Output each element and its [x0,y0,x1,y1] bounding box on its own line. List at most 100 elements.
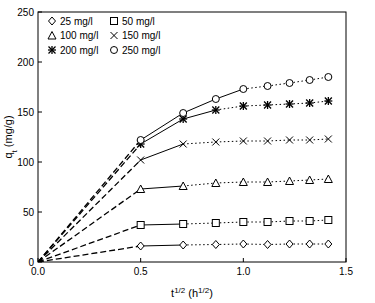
marker-part [137,242,144,250]
marker-part [325,98,332,105]
marker-part [239,105,247,106]
marker-part [212,107,219,114]
marker-part [325,136,332,143]
line-segment [243,182,267,183]
point [212,96,219,103]
marker-part [180,110,187,117]
point [137,222,144,229]
marker-part [240,138,247,145]
point [306,137,313,144]
marker-part [325,98,332,105]
y-tick-label: 200 [17,57,34,68]
label-part: (h [185,287,198,299]
marker-part [325,240,332,248]
marker-part [111,32,118,39]
marker-part [137,157,144,164]
origin-point [38,262,39,263]
point [286,240,293,248]
line-segment [216,106,244,110]
y-tick-label: 100 [17,157,34,168]
marker-part [286,137,293,144]
marker-part [212,220,219,227]
point [325,74,332,81]
marker-part [286,177,294,185]
point [137,137,144,144]
y-tick-label: 50 [23,207,35,218]
y-tick [38,62,42,63]
marker-part [212,139,219,146]
legend-label: 250 mg/l [122,45,160,56]
legend-marker [111,47,118,54]
marker-part [240,240,247,248]
marker-part [48,49,56,50]
label-sup: 1/2 [174,286,186,295]
chart: 0501001502002500.00.51.01.5t1/2 (h1/2)qt… [0,0,375,303]
marker-part [306,176,314,184]
marker-part [286,240,293,248]
line-segment [38,246,141,262]
marker-part [325,74,332,81]
marker-part [240,86,247,93]
line-segment [216,222,244,223]
point [180,241,187,249]
marker-part [239,178,247,186]
x-tick [346,258,347,262]
y-tick-label: 150 [17,107,34,118]
point [324,175,332,183]
x-tick-label: 0.0 [31,266,45,277]
line-segment [38,160,141,262]
legend: 25 mg/l50 mg/l100 mg/l150 mg/l200 mg/l25… [48,16,160,56]
line-segment [216,89,244,99]
y-axis-label: qt (mg/g) [2,115,19,158]
marker-part [264,241,271,249]
marker-part [324,175,332,183]
line-segment [141,186,184,189]
series [38,220,328,262]
point [264,178,272,186]
point [325,217,332,224]
legend-marker [49,17,56,25]
marker-part [306,240,313,248]
marker-part [264,178,272,186]
marker-part [264,102,271,109]
series [38,139,328,262]
marker-part [212,179,220,187]
point [137,185,145,193]
point [264,101,272,109]
marker-part [286,137,293,144]
marker-part [264,83,271,90]
y-tick-label: 250 [17,7,34,18]
series [38,101,328,262]
legend-label: 50 mg/l [122,16,155,27]
marker-part [306,218,313,225]
line-segment [216,141,244,142]
marker-part [240,103,247,110]
origin-point [38,262,39,263]
point [286,177,294,185]
marker-part [240,103,247,110]
marker-part [49,47,56,54]
point [240,86,247,93]
legend-label: 200 mg/l [60,45,98,56]
marker-part [180,141,187,148]
marker-part [212,139,219,146]
y-tick [38,212,42,213]
marker-part [111,47,118,54]
point [264,138,271,145]
origin-point [38,262,39,263]
marker-part [286,101,293,108]
marker-part [240,219,247,226]
x-tick [140,258,141,262]
point [306,240,313,248]
marker-part [264,138,271,145]
marker-part [212,241,219,249]
marker-part [137,137,144,144]
marker-part [111,32,118,39]
point [212,220,219,227]
line-segment [268,140,290,141]
marker-part [325,136,332,143]
origin-point [38,262,39,263]
point [286,80,293,87]
line-segment [310,139,329,140]
marker-part [212,96,219,103]
